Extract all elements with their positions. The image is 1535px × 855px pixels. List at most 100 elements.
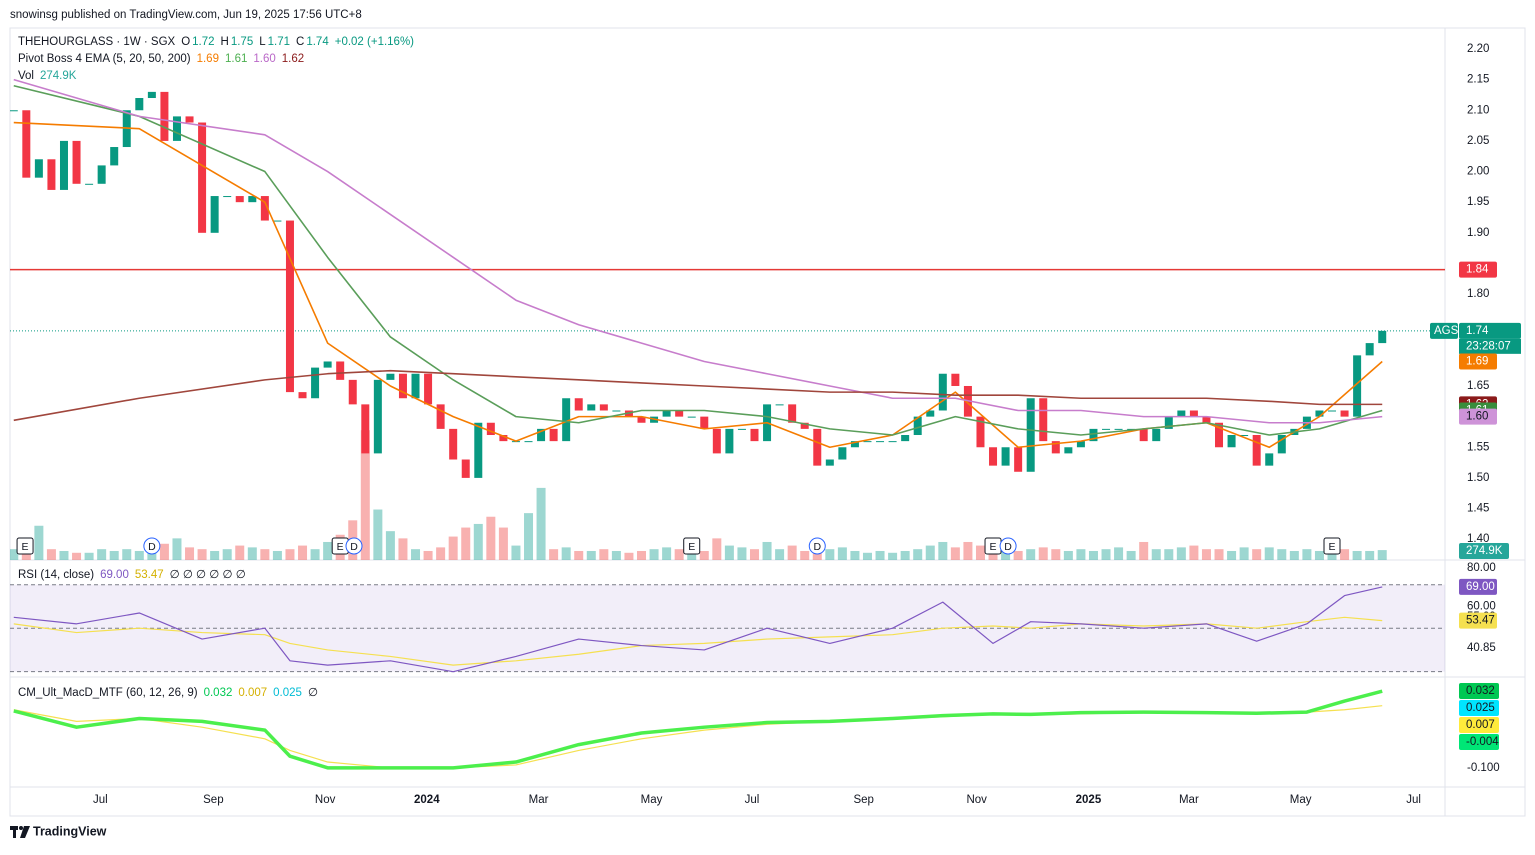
y-tick-label: 1.45 bbox=[1467, 503, 1489, 515]
candle bbox=[800, 422, 809, 429]
event-label: D bbox=[1004, 541, 1012, 553]
volume-bar bbox=[134, 550, 144, 560]
volume-bar bbox=[574, 550, 584, 560]
volume-bar bbox=[586, 550, 596, 560]
candle bbox=[725, 428, 734, 454]
candle bbox=[737, 428, 746, 430]
candle bbox=[1353, 355, 1362, 417]
volume-bar bbox=[549, 549, 559, 560]
macd-label: -0.004 bbox=[1466, 736, 1499, 748]
macd-label-box bbox=[1459, 700, 1499, 716]
volume-bar bbox=[1076, 549, 1086, 560]
legend-item: 274.9K bbox=[40, 70, 77, 82]
candle bbox=[976, 416, 985, 448]
candle bbox=[248, 196, 257, 203]
event-label: E bbox=[1329, 541, 1336, 553]
volume-bar bbox=[147, 550, 157, 560]
volume-bar bbox=[298, 545, 308, 560]
earnings-marker bbox=[1323, 537, 1341, 555]
macd-label: 0.032 bbox=[1466, 685, 1495, 697]
candle bbox=[461, 459, 470, 478]
candle bbox=[1089, 428, 1098, 442]
candle bbox=[59, 140, 68, 190]
candle bbox=[1026, 398, 1035, 472]
volume-bar bbox=[323, 541, 333, 560]
legend-item: ∅ ∅ ∅ ∅ ∅ ∅ bbox=[170, 569, 246, 581]
candle bbox=[474, 422, 483, 478]
x-tick-label: Nov bbox=[966, 794, 987, 806]
candle bbox=[675, 410, 684, 417]
volume-bar bbox=[749, 549, 759, 560]
volume-bar bbox=[423, 550, 433, 560]
volume-bar bbox=[800, 550, 810, 560]
dividend-marker bbox=[143, 537, 161, 555]
y-tick-label: 1.40 bbox=[1467, 533, 1489, 545]
volume-bar bbox=[1151, 549, 1161, 560]
x-tick-label: May bbox=[641, 794, 663, 806]
candle bbox=[160, 91, 169, 141]
legend-item: 0.025 bbox=[273, 687, 302, 699]
candle bbox=[1240, 435, 1249, 437]
candle bbox=[1252, 435, 1261, 466]
volume-bar bbox=[699, 550, 709, 560]
volume-bar bbox=[1239, 547, 1249, 560]
candle bbox=[348, 379, 357, 405]
candle bbox=[172, 116, 181, 141]
x-tick-label: Mar bbox=[1179, 794, 1199, 806]
candle bbox=[1315, 410, 1324, 417]
candle bbox=[951, 373, 960, 386]
ema-line bbox=[13, 369, 1383, 422]
volume-bar bbox=[850, 550, 860, 560]
candle bbox=[562, 398, 571, 442]
candle bbox=[524, 441, 533, 443]
x-tick-label: Sep bbox=[853, 794, 873, 806]
x-tick-label: May bbox=[1290, 794, 1312, 806]
volume-bar bbox=[210, 550, 220, 560]
volume-bar bbox=[975, 545, 985, 560]
candle bbox=[637, 416, 646, 423]
volume-bar bbox=[1264, 547, 1274, 560]
volume-bar bbox=[1001, 549, 1011, 560]
volume-bar bbox=[1026, 549, 1036, 560]
price-label-box bbox=[1459, 353, 1497, 370]
y-tick-label: 2.20 bbox=[1467, 43, 1489, 55]
volume-bar bbox=[473, 523, 483, 560]
event-label: E bbox=[22, 541, 29, 553]
volume-bar bbox=[34, 525, 44, 560]
event-label: E bbox=[990, 541, 997, 553]
candle bbox=[1378, 330, 1387, 344]
candle bbox=[499, 435, 508, 442]
volume-bar bbox=[561, 547, 571, 560]
candle bbox=[361, 404, 370, 454]
volume-bar bbox=[950, 547, 960, 560]
x-tick-label: 2025 bbox=[1076, 794, 1102, 806]
candle bbox=[549, 428, 558, 442]
price-label: 1.69 bbox=[1466, 356, 1488, 368]
volume-bar bbox=[913, 549, 923, 560]
candle bbox=[449, 428, 458, 460]
volume-label-box bbox=[1459, 543, 1509, 559]
candle bbox=[285, 220, 294, 393]
candle bbox=[273, 220, 282, 222]
x-tick-label: Nov bbox=[315, 794, 336, 806]
volume-bar bbox=[687, 550, 697, 560]
y-tick-label: 2.05 bbox=[1467, 135, 1489, 147]
candle bbox=[210, 196, 219, 233]
candle bbox=[198, 122, 207, 233]
rsi-tick-label: 40.85 bbox=[1467, 642, 1496, 654]
macd-label-box bbox=[1459, 717, 1499, 733]
volume-bar bbox=[1277, 549, 1287, 560]
legend-item: 0.032 bbox=[204, 687, 233, 699]
volume-bar bbox=[285, 549, 295, 560]
y-tick-label: 1.90 bbox=[1467, 227, 1489, 239]
volume-bar bbox=[599, 549, 609, 560]
candle bbox=[223, 196, 232, 198]
candle bbox=[1039, 398, 1048, 442]
price-label: 1.60 bbox=[1466, 411, 1488, 423]
volume-bar bbox=[611, 550, 621, 560]
price-label: 53.47 bbox=[1466, 615, 1495, 627]
volume-bar bbox=[159, 543, 169, 560]
candle bbox=[436, 404, 445, 429]
volume-bar bbox=[1176, 547, 1186, 560]
x-tick-label: Jul bbox=[1406, 794, 1421, 806]
